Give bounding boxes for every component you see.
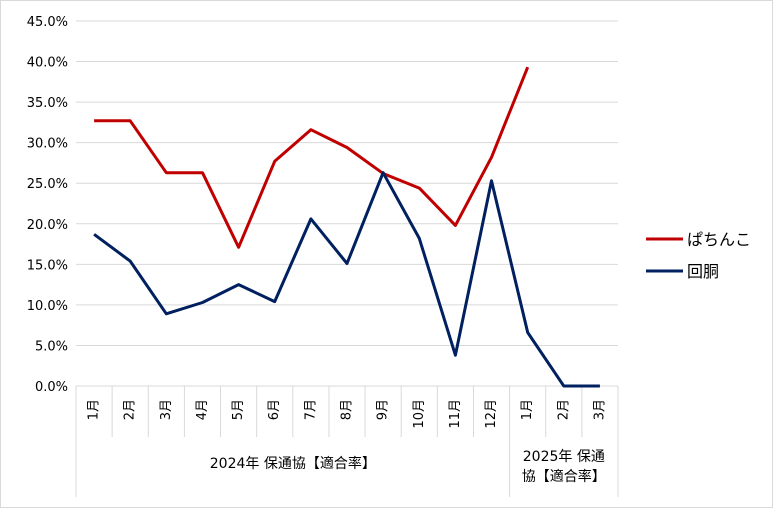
y-tick-label: 20.0%	[27, 218, 68, 233]
x-group-label: 2025年 保通協【適合率】	[522, 449, 606, 485]
x-tick-label: 6月	[267, 399, 282, 420]
x-tick-label: 11月	[448, 399, 463, 429]
x-tick-label: 2月	[556, 399, 571, 420]
y-tick-label: 5.0%	[35, 339, 68, 354]
y-tick-label: 25.0%	[27, 177, 68, 192]
series-line	[94, 66, 530, 249]
x-tick-label: 5月	[231, 399, 246, 420]
x-tick-label: 7月	[303, 399, 318, 420]
x-tick-label: 12月	[484, 399, 499, 429]
y-tick-label: 15.0%	[27, 258, 68, 273]
legend-label: 回胴	[687, 262, 719, 281]
x-tick-label: 1月	[87, 399, 102, 420]
y-tick-label: 0.0%	[35, 380, 68, 395]
y-tick-label: 45.0%	[27, 15, 68, 30]
x-tick-label: 2月	[123, 399, 138, 420]
y-tick-label: 35.0%	[27, 96, 68, 111]
x-tick-label: 9月	[376, 399, 391, 420]
series-lines	[93, 66, 600, 388]
x-tick-label: 3月	[592, 399, 607, 420]
x-axis: 1月 2月 3月 4月 5月 6月 7月 8月 9月 10月 11月 12月 1月 2月 3月 2024年 保…	[75, 385, 619, 497]
series-line	[93, 171, 600, 388]
x-tick-label: 3月	[159, 399, 174, 420]
x-tick-label: 1月	[520, 399, 535, 420]
x-tick-label: 8月	[340, 399, 355, 420]
x-group-label: 2024年 保通協【適合率】	[210, 455, 376, 472]
y-tick-label: 30.0%	[27, 137, 68, 152]
y-tick-label: 40.0%	[27, 56, 68, 71]
x-tick-label: 10月	[412, 399, 427, 429]
y-tick-label: 10.0%	[27, 299, 68, 314]
gridlines	[76, 20, 618, 387]
y-axis-tick-labels: 0.0% 5.0% 10.0% 15.0% 20.0% 25.0% 30.0% 35.0% 40…	[27, 15, 68, 395]
x-tick-label: 4月	[195, 399, 210, 420]
legend-label: ぱちんこ	[687, 230, 751, 249]
